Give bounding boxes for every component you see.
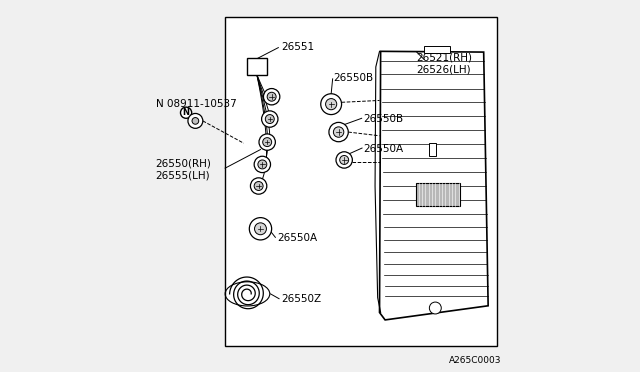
Circle shape xyxy=(262,138,271,147)
Text: N: N xyxy=(182,108,189,117)
Bar xyxy=(225,17,497,346)
Circle shape xyxy=(429,302,441,314)
Circle shape xyxy=(333,127,344,137)
Polygon shape xyxy=(380,51,488,320)
Text: 26550Z: 26550Z xyxy=(281,295,321,304)
Text: 26550B: 26550B xyxy=(333,73,373,83)
Bar xyxy=(424,46,450,53)
Circle shape xyxy=(255,223,266,235)
Text: 26550A: 26550A xyxy=(363,144,403,154)
Text: 26551: 26551 xyxy=(281,42,314,51)
Circle shape xyxy=(326,99,337,110)
Circle shape xyxy=(250,178,267,194)
FancyBboxPatch shape xyxy=(246,58,267,75)
Text: 26550(RH)
26555(LH): 26550(RH) 26555(LH) xyxy=(156,158,211,180)
Text: A265C0003: A265C0003 xyxy=(449,356,502,365)
Circle shape xyxy=(259,134,275,150)
Circle shape xyxy=(262,111,278,127)
Circle shape xyxy=(329,122,348,142)
Bar xyxy=(416,183,460,206)
Circle shape xyxy=(192,118,199,124)
Circle shape xyxy=(180,107,191,118)
Circle shape xyxy=(321,94,342,115)
Text: 26521(RH)
26526(LH): 26521(RH) 26526(LH) xyxy=(417,52,473,74)
Circle shape xyxy=(188,113,203,128)
Text: 26550A: 26550A xyxy=(277,233,317,243)
Text: N 08911-10537: N 08911-10537 xyxy=(156,99,237,109)
Circle shape xyxy=(264,89,280,105)
Circle shape xyxy=(250,218,271,240)
Circle shape xyxy=(267,92,276,101)
Circle shape xyxy=(258,160,267,169)
Circle shape xyxy=(254,156,271,173)
Circle shape xyxy=(336,152,353,168)
Circle shape xyxy=(254,182,263,190)
Text: 26550B: 26550B xyxy=(363,114,403,124)
Bar xyxy=(429,143,436,156)
Circle shape xyxy=(266,115,275,124)
Circle shape xyxy=(340,155,349,164)
